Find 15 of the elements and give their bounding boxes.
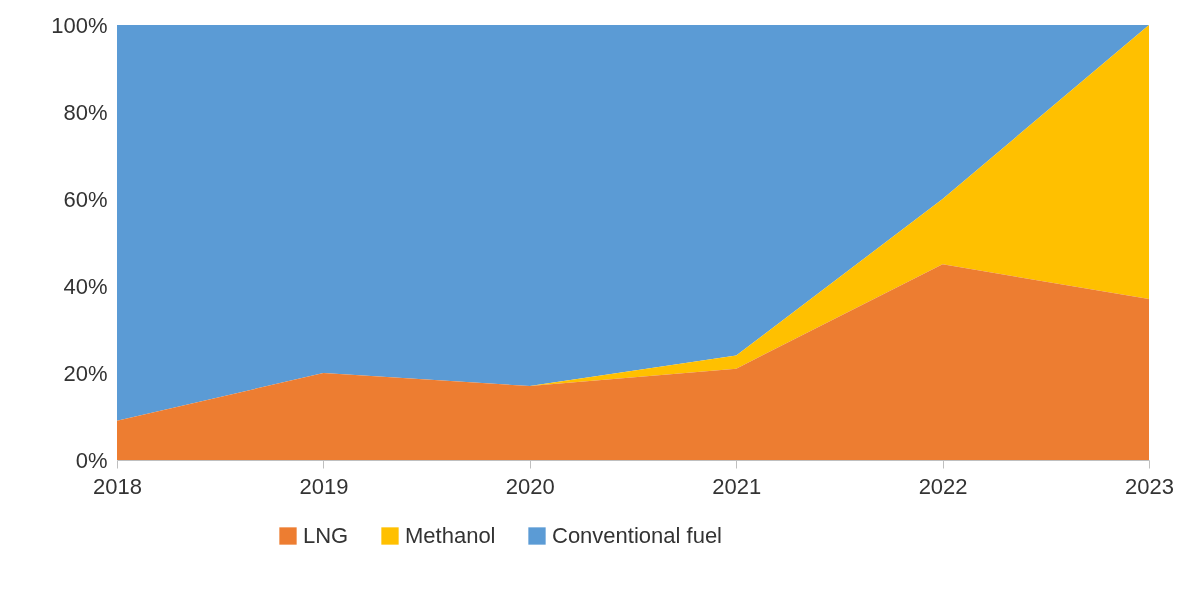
- x-tick-label: 2023: [1125, 473, 1174, 499]
- y-tick-label: 40%: [63, 273, 108, 299]
- y-tick-label: 60%: [63, 186, 108, 212]
- legend-label: Conventional fuel: [552, 523, 723, 548]
- x-tick-label: 2020: [505, 473, 555, 499]
- y-tick-label: 100%: [51, 12, 108, 38]
- y-tick-label: 0%: [75, 447, 108, 473]
- x-tick-label: 2019: [299, 473, 349, 499]
- y-tick-label: 20%: [63, 360, 108, 386]
- x-tick-label: 2022: [918, 473, 968, 499]
- x-tick-label: 2021: [712, 473, 762, 499]
- legend-label: Methanol: [405, 523, 496, 548]
- y-tick-label: 80%: [63, 99, 108, 125]
- legend-label: LNG: [303, 523, 349, 548]
- x-tick-label: 2018: [93, 473, 142, 499]
